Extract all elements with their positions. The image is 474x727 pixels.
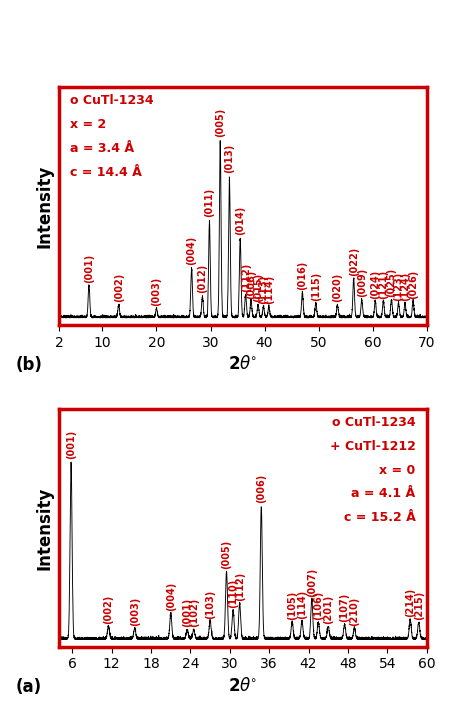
Text: (006): (006) [246,270,256,299]
Text: (016): (016) [297,261,307,290]
Text: (102): (102) [189,598,199,627]
Text: c = 15.2 Å: c = 15.2 Å [344,511,416,524]
Text: (024): (024) [370,270,380,299]
Text: (020): (020) [332,273,342,302]
Text: + CuTl-1212: + CuTl-1212 [330,440,416,453]
Text: (011): (011) [204,188,214,217]
Text: (012): (012) [197,264,208,294]
Text: (013): (013) [224,143,235,172]
Text: (107): (107) [339,593,350,622]
Y-axis label: Intensity: Intensity [36,486,54,570]
X-axis label: 2$\theta$$^{\circ}$: 2$\theta$$^{\circ}$ [228,677,257,695]
Text: (113): (113) [258,275,268,304]
Text: (009): (009) [357,268,367,297]
Text: (112): (112) [241,262,251,292]
Text: (001): (001) [182,598,192,627]
Text: (106): (106) [313,591,323,620]
Text: o CuTl-1234: o CuTl-1234 [332,416,416,429]
Text: (003): (003) [130,596,140,626]
Text: (124): (124) [400,271,410,300]
Text: (007): (007) [307,568,317,598]
Text: x = 0: x = 0 [379,464,416,477]
Text: o CuTl-1234: o CuTl-1234 [70,95,154,108]
Text: (114): (114) [297,590,307,619]
Text: (001): (001) [66,430,76,459]
Text: (001): (001) [84,254,94,283]
Text: (026): (026) [408,270,418,299]
Text: (215): (215) [414,591,424,620]
Text: (004): (004) [166,582,176,611]
Text: (014): (014) [235,206,245,235]
Y-axis label: Intensity: Intensity [36,164,54,248]
Text: (a): (a) [15,678,41,696]
Text: (110): (110) [228,579,238,608]
Text: a = 4.1 Å: a = 4.1 Å [351,487,416,500]
Text: (015): (015) [253,273,263,302]
Text: (210): (210) [349,596,359,626]
Text: (114): (114) [264,275,274,304]
Text: (214): (214) [405,587,415,616]
Text: (123): (123) [393,271,403,300]
Text: (005): (005) [215,108,225,137]
Text: (121): (121) [378,270,388,299]
X-axis label: 2$\theta$$^{\circ}$: 2$\theta$$^{\circ}$ [228,356,257,374]
Text: (005): (005) [221,539,231,569]
Text: (002): (002) [103,595,113,624]
Text: (b): (b) [15,356,42,374]
Text: (004): (004) [187,236,197,265]
Text: (115): (115) [311,271,321,300]
Text: (006): (006) [256,474,266,503]
Text: (002): (002) [114,273,124,302]
Text: (025): (025) [386,268,396,297]
Text: (105): (105) [287,591,297,620]
Text: a = 3.4 Å: a = 3.4 Å [70,142,135,155]
Text: x = 2: x = 2 [70,119,107,131]
Text: c = 14.4 Å: c = 14.4 Å [70,166,142,179]
Text: (022): (022) [349,246,359,276]
Text: (201): (201) [323,595,333,624]
Text: (112): (112) [235,571,245,601]
Text: (103): (103) [205,590,215,619]
Text: (003): (003) [152,277,162,306]
